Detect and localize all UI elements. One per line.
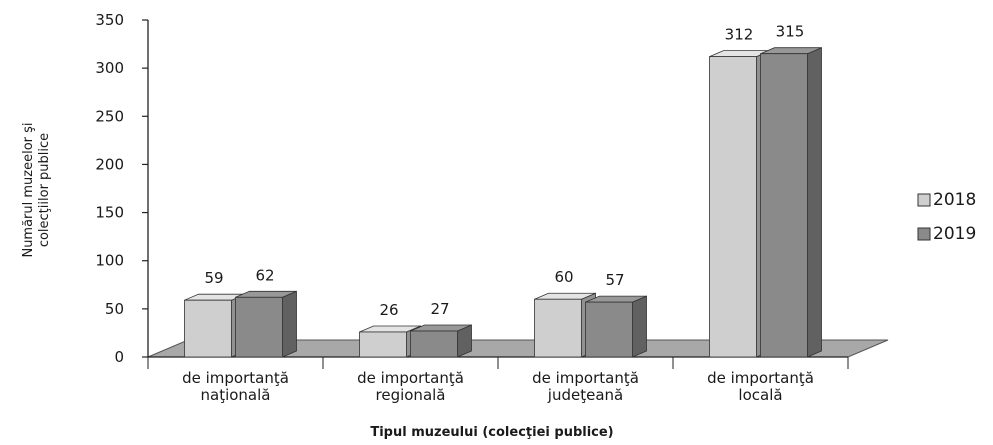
y-axis-title: Numărul muzeelor şi colecţiilor publice [21,122,52,257]
bar-front [184,299,232,358]
data-label: 60 [554,268,573,286]
bar-2019-3 [760,47,822,358]
bar-front [709,56,757,358]
data-label: 57 [605,271,624,289]
bar-2019-0 [235,290,297,358]
x-axis-title: Tipul muzeului (colecţiei publice) [370,425,613,440]
bar-front [235,296,283,358]
data-label: 62 [255,266,274,284]
bar-front [585,301,633,358]
bar-2018-0 [184,293,246,358]
bar-front [760,53,808,358]
x-category-label: regională [376,386,446,404]
legend-swatch-2019 [917,227,931,241]
y-tick-label: 300 [95,59,124,77]
data-label: 59 [204,269,223,287]
x-category-label: de importanţă [182,369,289,387]
y-tick-label: 100 [95,252,124,270]
legend-label-2019: 2019 [933,224,976,244]
y-tick-label: 0 [114,348,124,366]
bar-front [410,330,458,358]
x-category-label: naţională [201,386,271,404]
y-tick-label: 200 [95,155,124,173]
x-category-label: judeţeană [547,386,623,404]
bar-side [632,295,647,358]
legend-label-2018: 2018 [933,190,976,210]
y-axis-title-line: colecţiilor publice [37,133,52,247]
y-tick-label: 250 [95,107,124,125]
y-tick-label: 350 [95,11,124,29]
data-label: 315 [776,23,805,41]
bar-2019-1 [410,324,472,358]
legend-swatch-2018 [917,193,931,207]
x-category-label: de importanţă [707,369,814,387]
bar-2019-2 [585,295,647,358]
bar-front [534,298,582,358]
data-label: 26 [379,301,398,319]
x-category-label: locală [738,386,782,404]
y-tick-label: 150 [95,204,124,222]
y-tick-label: 50 [105,300,124,318]
data-label: 27 [430,300,449,318]
x-category-label: de importanţă [532,369,639,387]
bar-side [807,47,822,358]
x-category-label: de importanţă [357,369,464,387]
bar-front [359,331,407,358]
bar-side [282,290,297,358]
data-label: 312 [725,26,754,44]
y-axis-title-line: Numărul muzeelor şi [21,122,36,257]
